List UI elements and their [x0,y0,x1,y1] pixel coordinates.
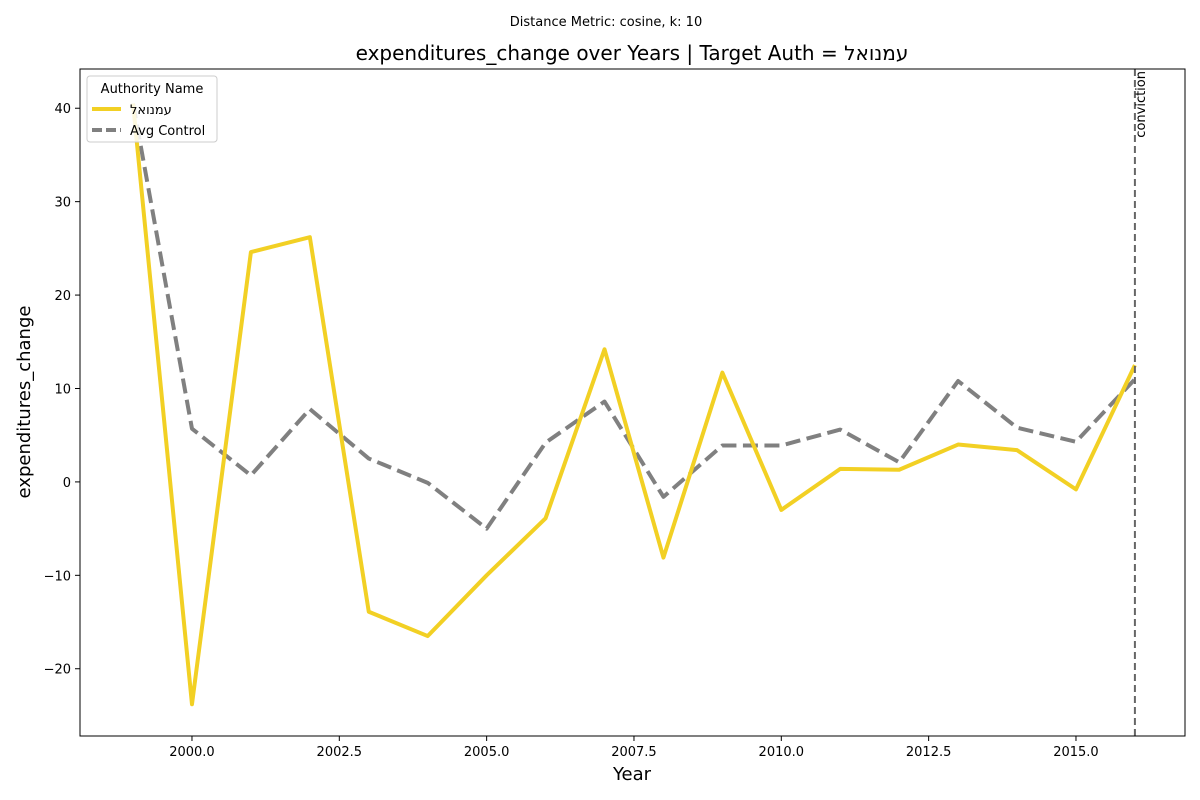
x-tick-label: 2010.0 [759,745,805,760]
y-tick-label: 20 [54,289,71,304]
series-line-target [131,103,1137,707]
y-tick-label: 30 [54,196,71,211]
legend: Authority Name עמנואל Avg Control [86,75,218,143]
x-ticks: 2000.0 2002.5 2005.0 2007.5 2010.0 2012.5 2015… [169,736,1099,760]
x-tick-label: 2007.5 [611,745,657,760]
x-tick-label: 2002.5 [317,745,363,760]
y-tick-label: −10 [44,569,71,584]
legend-label-target: עמנואל [130,103,172,118]
y-tick-label: 10 [54,382,71,397]
y-tick-label: −20 [44,663,71,678]
legend-label-control: Avg Control [130,124,205,139]
annotation-group: conviction [1133,69,1149,736]
y-tick-label: 40 [54,102,71,117]
series-line-avg-control [131,103,1137,531]
axes-frame [79,68,1186,737]
x-axis-label: Year [612,764,652,785]
legend-title: Authority Name [101,82,204,97]
x-tick-label: 2005.0 [464,745,510,760]
x-tick-label: 2015.0 [1053,745,1099,760]
legend-box [86,75,218,143]
plot-area: 2000.0 2002.5 2005.0 2007.5 2010.0 2012.5 2015… [44,68,1186,760]
x-tick-label: 2012.5 [906,745,952,760]
series-group [131,103,1137,707]
chart-title: expenditures_change over Years | Target … [356,41,909,65]
y-axis-label: expenditures_change [14,306,35,499]
suptitle: Distance Metric: cosine, k: 10 [510,15,702,30]
y-ticks: −20 −10 0 10 20 30 40 [44,102,80,678]
x-tick-label: 2000.0 [169,745,215,760]
conviction-label: conviction [1134,71,1149,138]
y-tick-label: 0 [63,476,71,491]
